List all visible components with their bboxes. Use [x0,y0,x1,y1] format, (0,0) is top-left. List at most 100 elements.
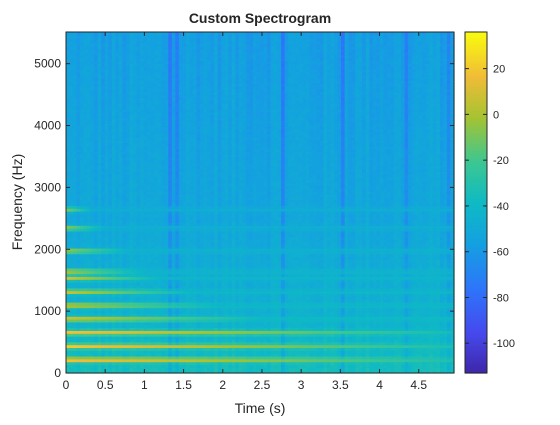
heatmap-cell [154,267,159,272]
heatmap-cell [140,91,145,96]
heatmap-cell [154,265,159,269]
heatmap-cell [129,151,134,155]
heatmap-cell [147,245,152,249]
heatmap-cell [203,139,208,144]
heatmap-cell [122,66,127,70]
heatmap-cell [178,74,183,79]
heatmap-cell [192,284,198,289]
heatmap-cell [133,290,138,295]
heatmap-cell [129,233,134,238]
heatmap-cell [66,142,71,147]
heatmap-cell [76,296,81,300]
heatmap-cell [150,174,155,178]
heatmap-cell [203,128,208,133]
heatmap-cell [171,208,176,212]
heatmap-cell [69,68,74,73]
heatmap-cell [168,327,173,331]
heatmap-cell [108,63,113,67]
heatmap-cell [129,253,134,258]
heatmap-cell [171,228,176,232]
heatmap-cell [161,117,166,121]
heatmap-cell [108,219,113,223]
heatmap-cell [90,321,95,326]
heatmap-cell [175,233,180,238]
heatmap-cell [182,253,187,258]
heatmap-cell [69,341,74,346]
heatmap-cell [76,358,81,363]
heatmap-cell [150,74,155,79]
heatmap-cell [178,253,183,258]
heatmap-cell [115,353,120,357]
heatmap-cell [150,270,155,275]
heatmap-cell [161,228,166,232]
heatmap-cell [97,276,102,280]
heatmap-cell [203,54,208,59]
heatmap-cell [210,370,215,374]
heatmap-cell [185,57,191,62]
heatmap-cell [164,338,169,343]
heatmap-cell [108,265,113,269]
heatmap-cell [118,228,124,232]
heatmap-cell [136,157,141,161]
heatmap-cell [108,125,113,130]
heatmap-cell [207,367,212,371]
heatmap-cell [196,51,201,56]
heatmap-cell [90,125,95,130]
heatmap-cell [150,159,155,164]
heatmap-cell [136,71,141,76]
heatmap-cell [76,185,81,189]
heatmap-cell [122,171,127,175]
heatmap-cell [122,40,127,44]
heatmap-cell [161,100,166,104]
heatmap-cell [122,364,127,368]
heatmap-cell [168,364,173,368]
heatmap-cell [140,230,145,235]
heatmap-cell [101,49,106,53]
heatmap-cell [118,353,124,357]
heatmap-cell [101,54,106,59]
heatmap-cell [182,270,187,275]
heatmap-cell [164,108,169,113]
heatmap-cell [175,211,180,215]
heatmap-cell [118,276,124,280]
heatmap-cell [171,151,176,155]
heatmap-cell [90,94,95,98]
heatmap-cell [185,341,191,346]
heatmap-cell [108,77,113,81]
heatmap-cell [118,179,124,184]
heatmap-cell [87,287,92,292]
heatmap-cell [129,117,134,121]
heatmap-cell [118,341,124,346]
heatmap-cell [171,114,176,118]
heatmap-cell [203,245,208,249]
heatmap-cell [80,88,85,93]
heatmap-cell [125,225,131,229]
heatmap-cell [104,324,109,329]
heatmap-cell [80,137,85,141]
heatmap-cell [143,46,148,50]
heatmap-cell [203,208,208,212]
heatmap-cell [168,157,173,161]
heatmap-cell [200,216,205,221]
heatmap-cell [133,350,138,354]
heatmap-cell [185,46,191,50]
heatmap-cell [80,97,85,101]
heatmap-cell [200,233,205,238]
heatmap-cell [196,179,201,184]
heatmap-cell [76,74,81,79]
heatmap-cell [76,40,81,44]
heatmap-cell [76,103,81,107]
heatmap-cell [164,213,169,218]
heatmap-cell [207,105,212,110]
heatmap-cell [73,137,78,141]
heatmap-cell [136,284,141,289]
heatmap-cell [161,202,166,206]
heatmap-cell [150,213,155,218]
heatmap-cell [69,63,74,67]
heatmap-cell [115,145,120,150]
heatmap-cell [140,338,145,343]
heatmap-cell [182,117,187,121]
heatmap-cell [73,290,78,295]
heatmap-cell [157,239,162,243]
heatmap-cell [189,338,194,343]
